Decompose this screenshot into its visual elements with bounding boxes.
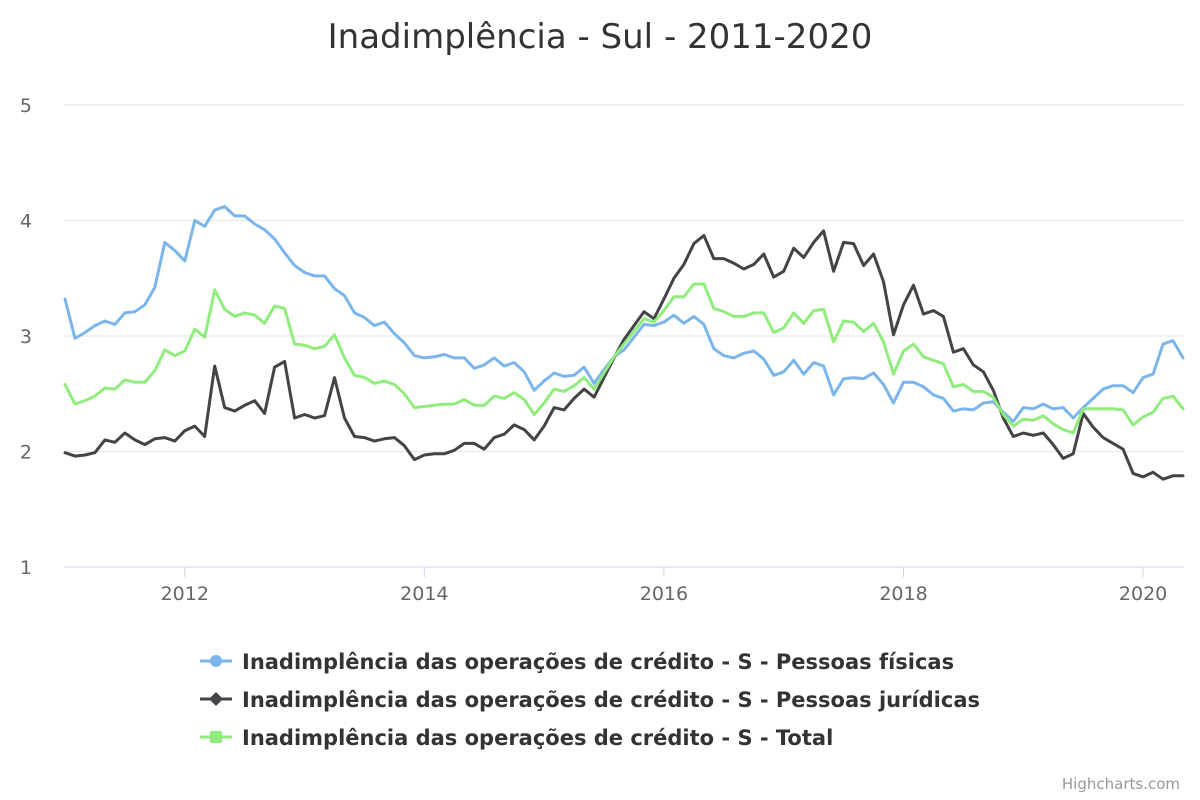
x-tick-label: 2020 [1119, 583, 1167, 605]
credits-link[interactable]: Highcharts.com [1062, 775, 1180, 793]
y-tick-label: 3 [20, 326, 32, 348]
legend: Inadimplência das operações de crédito -… [200, 650, 980, 750]
legend-item-2[interactable]: Inadimplência das operações de crédito -… [200, 688, 980, 712]
y-tick-label: 5 [20, 95, 32, 117]
x-axis: 2012 2014 2016 2018 2020 [161, 567, 1167, 605]
legend-item-label: Inadimplência das operações de crédito -… [242, 650, 954, 674]
x-tick-label: 2018 [879, 583, 927, 605]
y-tick-label: 4 [20, 211, 32, 233]
legend-item-1[interactable]: Inadimplência das operações de crédito -… [200, 650, 954, 674]
grid-lines [64, 104, 1184, 452]
legend-marker-icon [210, 655, 222, 667]
x-tick-label: 2012 [161, 583, 209, 605]
legend-item-3[interactable]: Inadimplência das operações de crédito -… [200, 726, 833, 750]
x-tick-label: 2014 [400, 583, 448, 605]
plot-series [63, 205, 1185, 481]
x-tick-label: 2016 [640, 583, 688, 605]
legend-item-label: Inadimplência das operações de crédito -… [242, 726, 833, 750]
series-line-3[interactable] [63, 282, 1185, 435]
y-tick-label: 2 [20, 442, 32, 464]
y-tick-label: 1 [20, 557, 32, 579]
series-line-2[interactable] [63, 229, 1185, 481]
legend-item-label: Inadimplência das operações de crédito -… [242, 688, 980, 712]
chart-title: Inadimplência - Sul - 2011-2020 [328, 17, 873, 57]
legend-marker-icon [210, 731, 222, 743]
legend-marker-icon [209, 692, 223, 706]
y-axis: 1 2 3 4 5 [20, 95, 32, 579]
